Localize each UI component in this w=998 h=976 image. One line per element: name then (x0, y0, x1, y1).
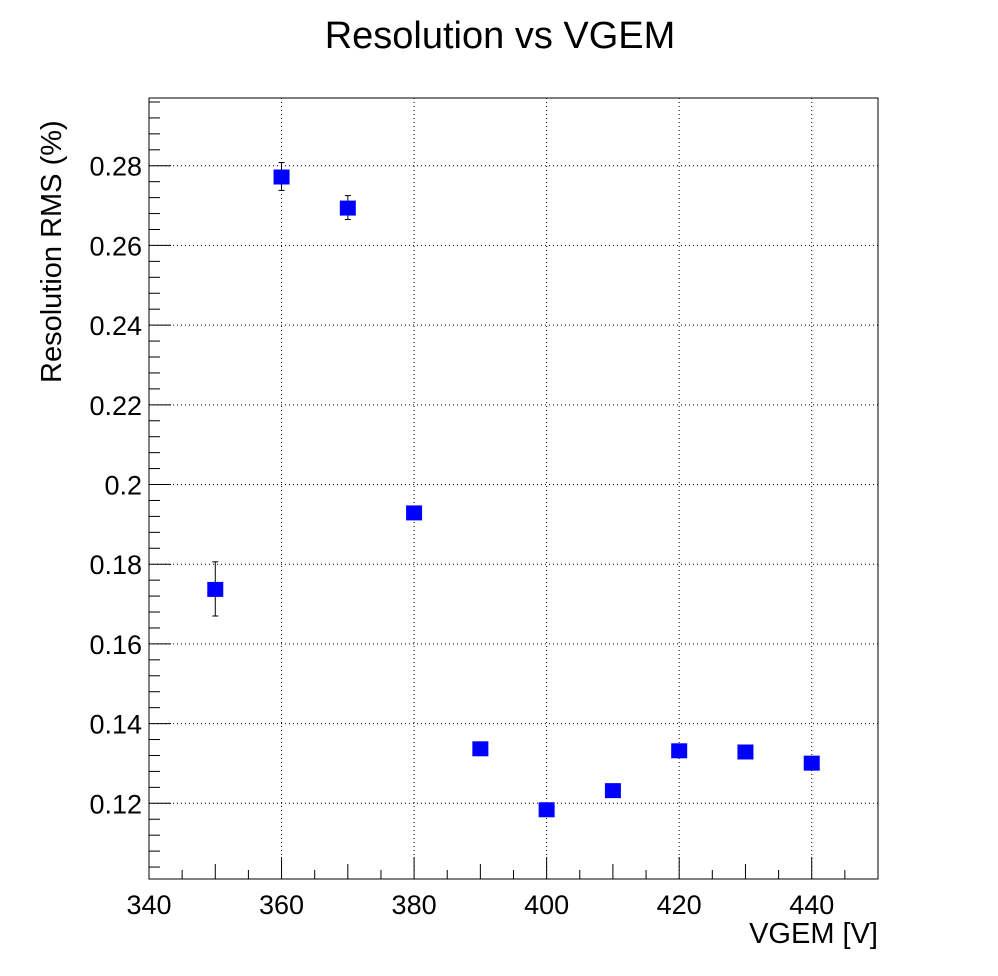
x-tick-label: 360 (259, 890, 304, 920)
x-tick-label: 440 (789, 890, 834, 920)
y-tick-label: 0.12 (89, 789, 142, 819)
data-point (671, 743, 688, 759)
x-tick-label: 340 (126, 890, 171, 920)
data-point (538, 802, 555, 818)
data-point (472, 741, 489, 757)
y-axis-title: Resolution RMS (%) (36, 120, 68, 383)
data-point (604, 783, 621, 799)
x-axis-title: VGEM [V] (749, 918, 878, 950)
y-tick-label: 0.28 (89, 152, 142, 182)
y-tick-label: 0.22 (89, 391, 142, 421)
data-point (803, 755, 820, 771)
data-point (207, 581, 224, 597)
data-point (273, 169, 290, 185)
x-tick-label: 380 (392, 890, 437, 920)
y-tick-label: 0.26 (89, 231, 142, 261)
data-point (737, 744, 754, 760)
y-tick-label: 0.16 (89, 630, 142, 660)
data-points (207, 162, 820, 818)
axis-ticks (148, 101, 846, 879)
y-tick-label: 0.2 (104, 471, 142, 501)
x-tick-label: 420 (657, 890, 702, 920)
grid-lines (149, 98, 878, 879)
x-tick-label: 400 (524, 890, 569, 920)
data-point (339, 200, 356, 216)
y-tick-label: 0.14 (89, 710, 142, 740)
chart-title: Resolution vs VGEM (325, 15, 676, 57)
y-tick-label: 0.24 (89, 311, 142, 341)
tick-labels: 340 360 380 400 420 440 0.12 0.14 0.16 0.18 0.2 0.2… (89, 152, 834, 920)
data-point (406, 505, 423, 521)
y-tick-label: 0.18 (89, 550, 142, 580)
